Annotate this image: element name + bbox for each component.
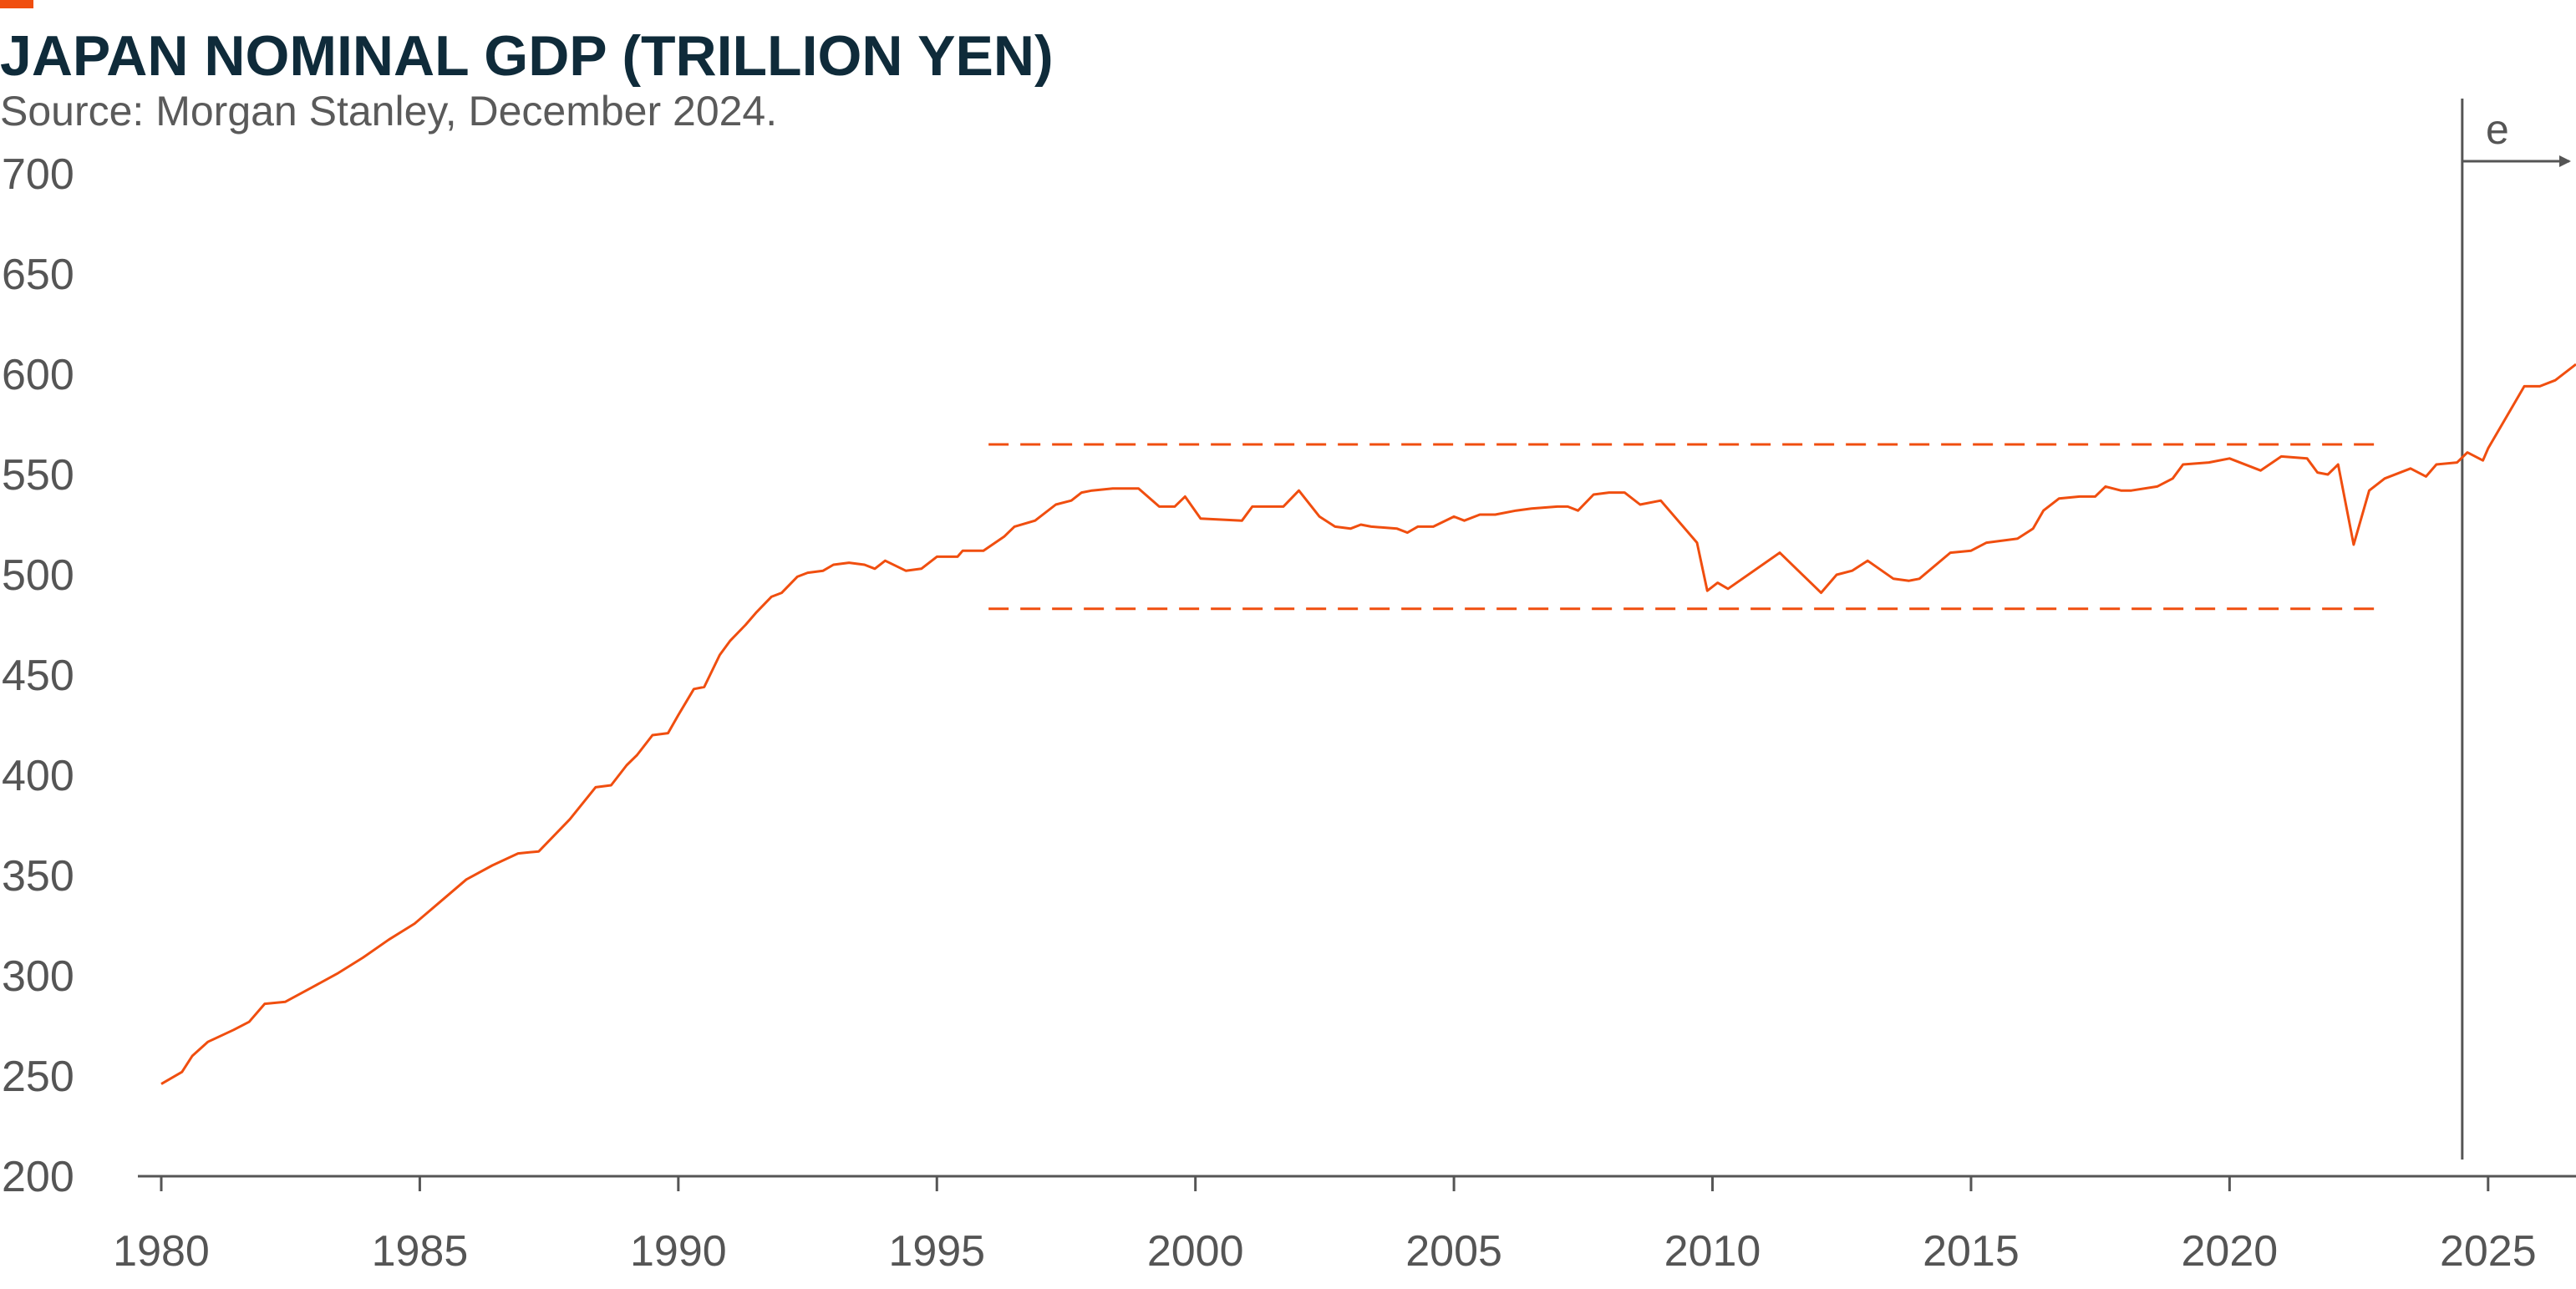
y-tick-label: 550 [2, 451, 74, 500]
x-tick-label: 2005 [1405, 1227, 1502, 1276]
x-tick-label: 1980 [113, 1227, 210, 1276]
y-tick-label: 200 [2, 1153, 74, 1201]
y-tick-label: 250 [2, 1053, 74, 1101]
y-axis: 700 650 600 550 500 450 400 350 300 250 200 [2, 150, 74, 1201]
chart-subtitle: Source: Morgan Stanley, December 2024. [0, 88, 778, 134]
x-tick-label: 2000 [1147, 1227, 1244, 1276]
series-layer [160, 363, 2576, 1085]
x-tick-label: 1985 [372, 1227, 469, 1276]
y-tick-label: 350 [2, 852, 74, 901]
accent-bar [0, 0, 33, 8]
x-tick-label: 2015 [1923, 1227, 2020, 1276]
x-tick-label: 2010 [1664, 1227, 1761, 1276]
forecast-label: e [2486, 106, 2509, 153]
x-tick-label: 2025 [2440, 1227, 2537, 1276]
x-axis: 1980 1985 1990 1995 2000 2005 2010 2015 2020 2025 [113, 1175, 2576, 1276]
y-tick-label: 700 [2, 150, 74, 199]
x-tick-label: 2020 [2182, 1227, 2279, 1276]
series-line-gdp [160, 363, 2576, 1085]
y-tick-label: 500 [2, 551, 74, 600]
chart-title: JAPAN NOMINAL GDP (TRILLION YEN) [0, 24, 1054, 88]
x-tick-label: 1990 [630, 1227, 727, 1276]
y-tick-label: 300 [2, 952, 74, 1001]
y-tick-label: 450 [2, 652, 74, 700]
annotations: e [988, 99, 2571, 1160]
y-tick-label: 650 [2, 251, 74, 299]
x-tick-label: 1995 [888, 1227, 985, 1276]
y-tick-label: 600 [2, 351, 74, 399]
y-tick-label: 400 [2, 752, 74, 800]
